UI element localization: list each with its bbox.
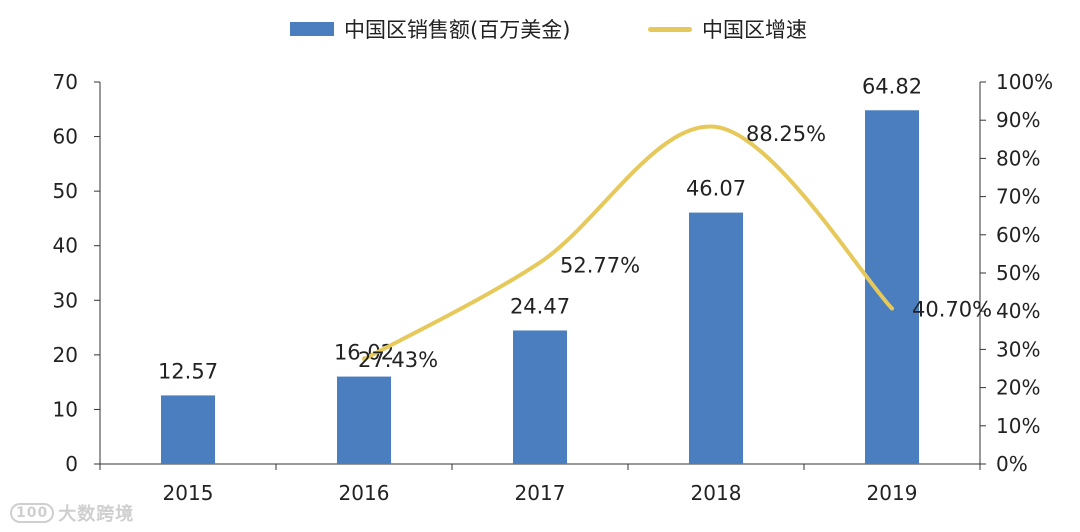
growth-line [362, 124, 894, 362]
bar-sales [513, 330, 567, 464]
watermark-logo-icon: 100 [10, 503, 55, 523]
bar-value-label: 64.82 [862, 74, 922, 98]
x-tick-label: 2016 [339, 481, 390, 505]
watermark: 100 大数跨境 [10, 500, 134, 526]
y-left-tick-label: 0 [65, 452, 78, 476]
legend-swatch-sales [290, 22, 334, 36]
x-tick-label: 2017 [515, 481, 566, 505]
legend-swatch-growth [648, 26, 692, 32]
bar-sales [161, 395, 215, 464]
bar-sales [337, 376, 391, 464]
watermark-text: 大数跨境 [58, 504, 135, 525]
x-tick-label: 2015 [163, 481, 214, 505]
growth-value-label: 88.25% [746, 122, 826, 146]
y-right-tick-label: 10% [996, 414, 1040, 438]
y-left-tick-label: 10 [53, 397, 78, 421]
y-left-tick-label: 30 [53, 288, 78, 312]
legend-label-growth: 中国区增速 [702, 18, 807, 42]
y-left-tick-label: 70 [53, 70, 78, 94]
y-right-tick-label: 60% [996, 223, 1040, 247]
y-left-tick-label: 40 [53, 234, 78, 258]
bar-value-label: 12.57 [158, 359, 218, 383]
y-right-tick-label: 80% [996, 146, 1040, 170]
legend-item-sales: 中国区销售额(百万美金) [290, 14, 570, 44]
y-right-tick-label: 40% [996, 299, 1040, 323]
growth-value-label: 40.70% [912, 298, 992, 322]
y-right-tick-label: 70% [996, 185, 1040, 209]
x-tick-label: 2018 [691, 481, 742, 505]
growth-value-label: 52.77% [560, 253, 640, 277]
growth-value-label: 27.43% [358, 348, 438, 372]
x-tick-label: 2019 [867, 481, 918, 505]
y-right-tick-label: 50% [996, 261, 1040, 285]
y-left-tick-label: 20 [53, 343, 78, 367]
chart-legend: 中国区销售额(百万美金) 中国区增速 [0, 14, 1080, 46]
y-right-tick-label: 20% [996, 376, 1040, 400]
y-left-tick-label: 60 [53, 125, 78, 149]
y-right-tick-label: 30% [996, 337, 1040, 361]
y-right-tick-label: 90% [996, 108, 1040, 132]
bar-sales [689, 212, 743, 464]
y-right-tick-label: 0% [996, 452, 1028, 476]
bar-value-label: 46.07 [686, 177, 746, 201]
bar-value-label: 24.47 [510, 294, 570, 318]
y-right-tick-label: 100% [996, 70, 1053, 94]
legend-item-growth: 中国区增速 [648, 14, 807, 44]
legend-label-sales: 中国区销售额(百万美金) [344, 18, 571, 42]
y-left-tick-label: 50 [53, 179, 78, 203]
